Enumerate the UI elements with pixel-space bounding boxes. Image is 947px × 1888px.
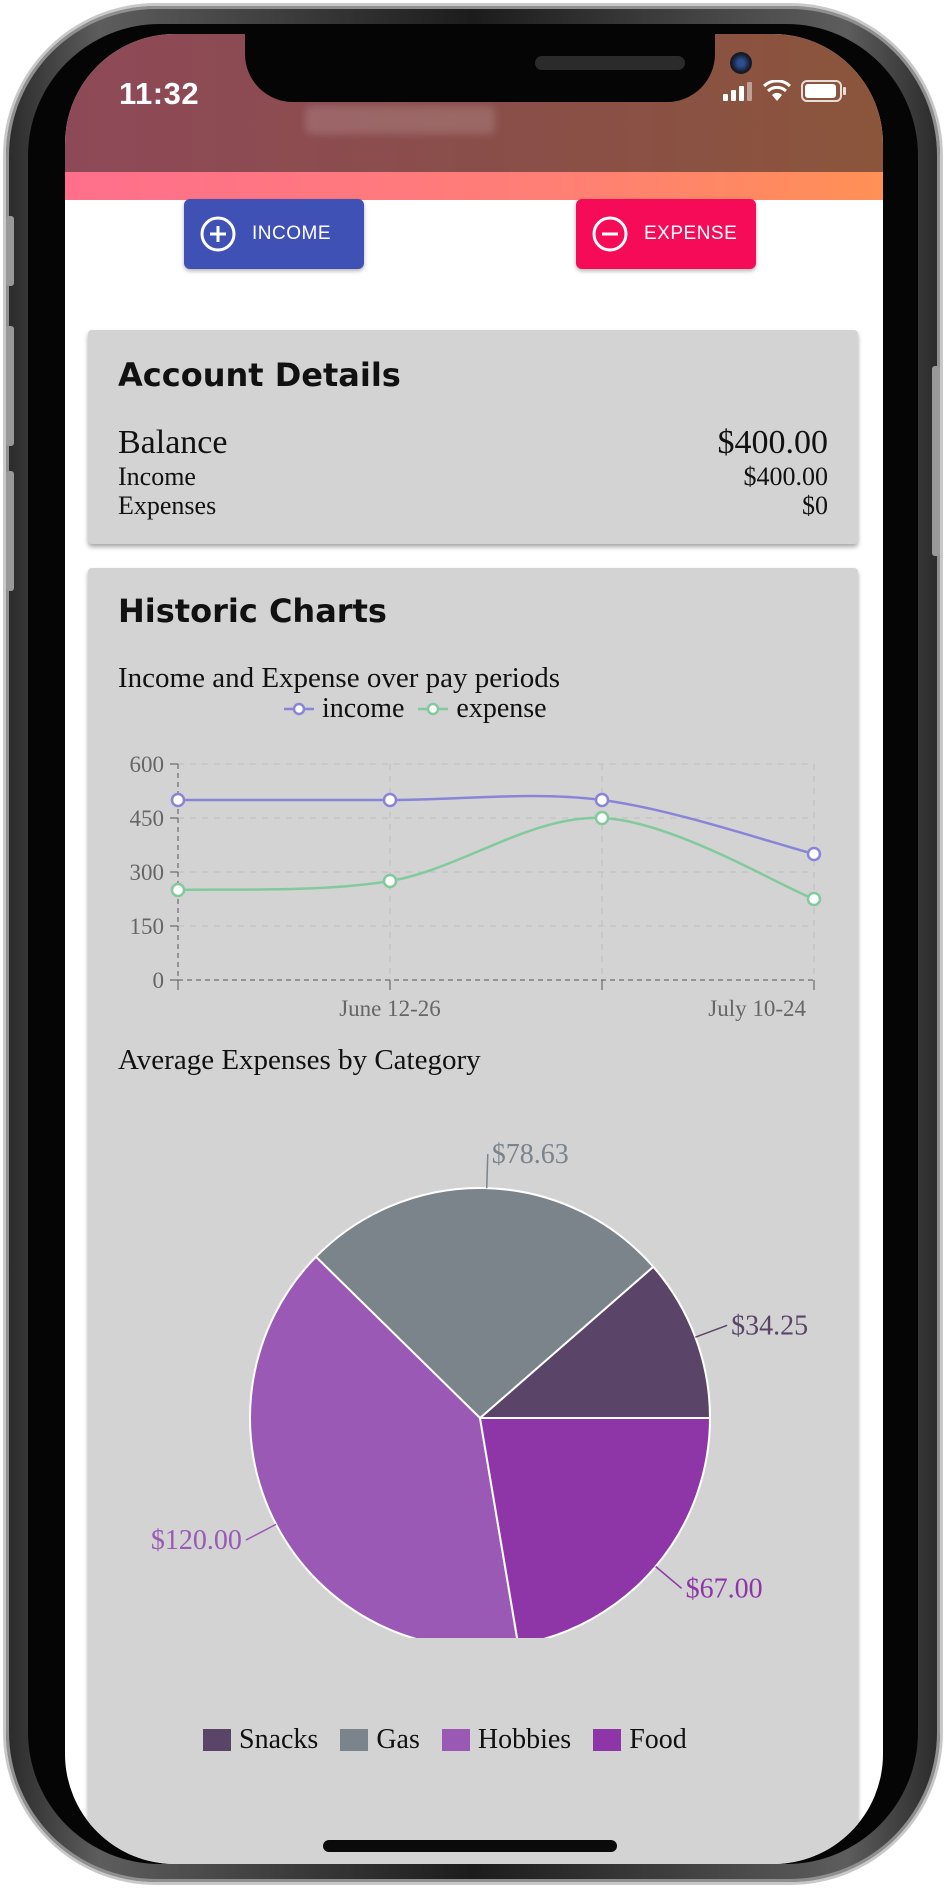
pie-label-line — [655, 1565, 683, 1590]
pie-slice-label: $34.25 — [731, 1310, 808, 1341]
income-row: Income $400.00 — [118, 462, 828, 492]
speaker-grille — [535, 56, 685, 70]
line-chart: 0 150 300 450 600 June 12-26 July 10-24 — [130, 752, 822, 1021]
series-line-income — [178, 794, 815, 856]
legend-item-gas[interactable]: Gas — [340, 1724, 420, 1756]
pie-chart-legend: Snacks Gas Hobbies Food — [203, 1724, 687, 1756]
legend-swatch — [441, 1729, 470, 1751]
y-tick-label: 150 — [130, 914, 165, 939]
legend-swatch — [340, 1729, 369, 1751]
legend-item-snacks[interactable]: Snacks — [203, 1724, 318, 1756]
home-indicator[interactable] — [323, 1840, 617, 1852]
status-time: 11:32 — [119, 76, 200, 111]
battery-icon — [801, 80, 846, 102]
pie-slice-snacks[interactable] — [477, 1265, 712, 1419]
data-point-income[interactable] — [170, 792, 186, 808]
expenses-label: Expenses — [118, 491, 217, 520]
line-chart-legend: income expense — [284, 693, 547, 725]
legend-label-income: income — [322, 693, 405, 724]
add-expense-button[interactable]: EXPENSE — [576, 199, 756, 269]
power-button — [932, 366, 940, 556]
legend-item-expense[interactable]: expense — [418, 693, 547, 725]
y-tick-label: 300 — [130, 860, 165, 885]
income-label: Income — [118, 462, 196, 491]
pie-label-line — [695, 1324, 728, 1338]
volume-up-button — [6, 326, 14, 446]
y-tick-label: 0 — [153, 968, 165, 993]
data-point-expense[interactable] — [806, 891, 822, 907]
minus-circle-icon — [592, 216, 628, 252]
series-line-expense — [177, 816, 815, 901]
legend-label: Snacks — [239, 1724, 319, 1755]
balance-row: Balance $400.00 — [118, 424, 828, 462]
historic-charts-title: Historic Charts — [118, 592, 387, 630]
app-screen: 11:32 INCOME EXPENSE — [65, 34, 883, 1864]
account-details-title: Account Details — [118, 356, 401, 394]
device-notch — [245, 34, 752, 102]
x-tick-label: July 10-24 — [708, 996, 806, 1021]
status-icons — [723, 80, 847, 102]
data-point-income[interactable] — [382, 792, 398, 808]
header-accent-bar — [65, 172, 883, 200]
front-camera — [730, 52, 752, 74]
pie-slice-food[interactable] — [478, 1417, 712, 1638]
signal-icon — [723, 82, 752, 101]
balance-value: $400.00 — [717, 424, 829, 461]
data-point-income[interactable] — [806, 846, 822, 862]
pie-chart-title: Average Expenses by Category — [118, 1044, 481, 1076]
pie-chart: $34.25 $78.63 $120.00 $67.00 — [151, 1139, 808, 1638]
legend-label: Food — [629, 1724, 687, 1755]
legend-item-food[interactable]: Food — [593, 1724, 687, 1756]
legend-label-expense: expense — [456, 693, 547, 724]
line-chart-title: Income and Expense over pay periods — [118, 662, 561, 694]
expense-button-label: EXPENSE — [644, 223, 738, 244]
legend-swatch — [203, 1729, 231, 1751]
balance-label: Balance — [118, 424, 228, 461]
historic-charts-card: Historic Charts Income and Expense over … — [88, 568, 858, 1864]
legend-label: Hobbies — [477, 1724, 572, 1755]
add-income-button[interactable]: INCOME — [184, 199, 364, 269]
legend-item-income[interactable]: income — [284, 693, 404, 725]
income-button-label: INCOME — [252, 223, 331, 244]
account-details-card: Account Details Balance $400.00 Income $… — [88, 330, 858, 544]
data-point-income[interactable] — [594, 792, 610, 808]
pie-label-line — [245, 1523, 277, 1541]
x-tick-label: June 12-26 — [339, 996, 441, 1021]
data-point-expense[interactable] — [382, 873, 398, 889]
y-tick-label: 600 — [130, 752, 165, 777]
plus-circle-icon — [200, 216, 236, 252]
data-point-expense[interactable] — [594, 810, 610, 826]
pie-label-line — [486, 1154, 489, 1189]
pie-slice-label: $67.00 — [686, 1573, 763, 1604]
legend-swatch — [593, 1729, 622, 1751]
y-tick-label: 450 — [130, 806, 165, 831]
pie-slice-label: $120.00 — [151, 1525, 242, 1556]
data-point-expense[interactable] — [170, 882, 186, 898]
expenses-value: $0 — [802, 491, 828, 520]
legend-label: Gas — [376, 1724, 420, 1755]
expense-legend-icon — [418, 702, 449, 716]
blurred-app-title — [305, 106, 495, 134]
pie-slice-label: $78.63 — [492, 1139, 569, 1170]
income-value: $400.00 — [743, 462, 829, 491]
expenses-row: Expenses $0 — [118, 491, 828, 521]
income-legend-icon — [284, 702, 314, 716]
pie-slice-gas[interactable] — [314, 1187, 655, 1420]
legend-item-hobbies[interactable]: Hobbies — [441, 1724, 572, 1756]
mute-switch — [6, 216, 14, 286]
wifi-icon — [763, 80, 791, 101]
volume-down-button — [6, 471, 14, 591]
